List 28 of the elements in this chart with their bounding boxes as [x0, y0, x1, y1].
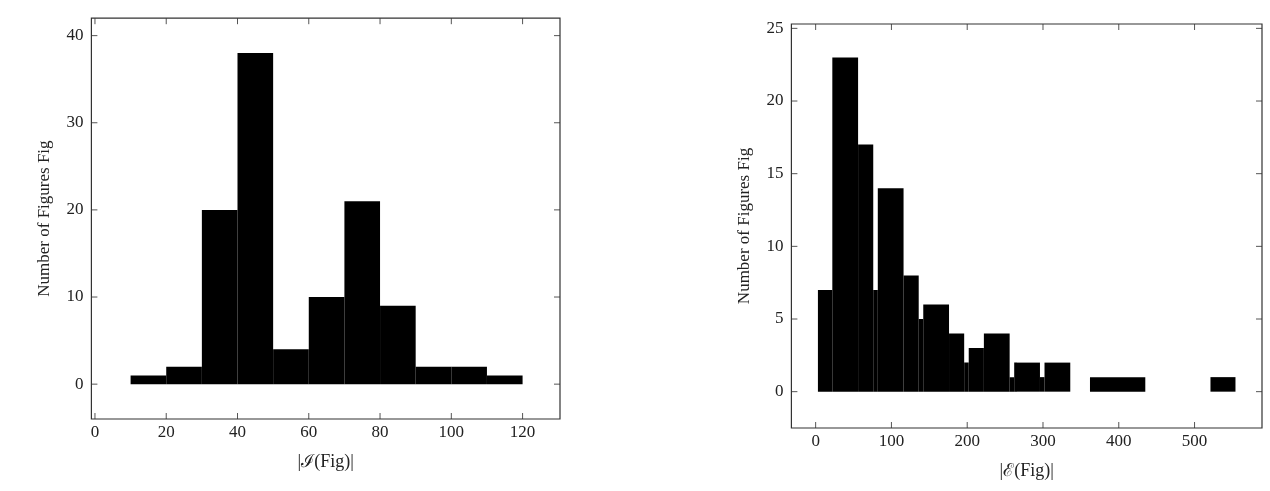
y-tick-label: 0 — [74, 373, 84, 393]
y-tick-label: 20 — [66, 199, 84, 219]
y-tick-label: 30 — [66, 112, 84, 132]
x-tick-label: 120 — [509, 421, 536, 441]
y-tick-label: 40 — [66, 25, 84, 45]
y-tick-label: 0 — [774, 381, 784, 401]
y-axis-title: Number of Figures Fig — [733, 147, 753, 305]
x-tick-label: 20 — [157, 421, 175, 441]
x-tick-label: 100 — [878, 430, 905, 450]
x-tick-label: 0 — [90, 421, 100, 441]
x-axis-title: |ℐ(Fig)| — [297, 450, 354, 472]
x-tick-label: 200 — [954, 430, 980, 450]
x-tick-label: 80 — [371, 421, 389, 441]
x-tick-label: 0 — [811, 430, 820, 450]
x-tick-label: 40 — [229, 421, 246, 441]
y-tick-label: 20 — [766, 90, 784, 110]
y-axis-title: Number of Figures Fig — [33, 139, 53, 297]
y-tick-label: 10 — [66, 286, 84, 306]
x-tick-label: 60 — [300, 421, 318, 441]
y-tick-label: 10 — [766, 235, 784, 255]
x-axis-title: |ℰ(Fig)| — [999, 459, 1054, 481]
x-tick-label: 300 — [1030, 430, 1056, 450]
x-tick-label: 100 — [438, 421, 465, 441]
y-tick-label: 15 — [766, 163, 784, 183]
y-tick-label: 5 — [774, 308, 784, 328]
y-tick-label: 25 — [766, 17, 784, 37]
x-tick-label: 500 — [1181, 430, 1208, 450]
x-tick-label: 400 — [1106, 430, 1132, 450]
